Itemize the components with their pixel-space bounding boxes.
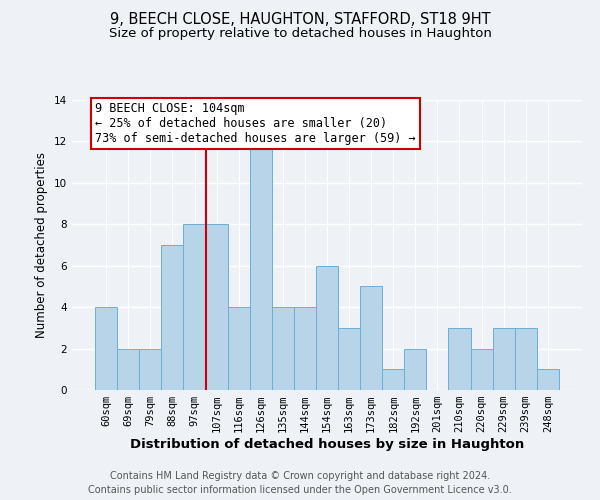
Bar <box>338 328 360 390</box>
X-axis label: Distribution of detached houses by size in Haughton: Distribution of detached houses by size … <box>130 438 524 451</box>
Y-axis label: Number of detached properties: Number of detached properties <box>35 152 49 338</box>
Bar <box>448 328 470 390</box>
Bar <box>515 328 537 390</box>
Bar <box>139 348 161 390</box>
Bar <box>206 224 227 390</box>
Bar <box>227 307 250 390</box>
Bar <box>272 307 294 390</box>
Bar <box>294 307 316 390</box>
Text: Contains HM Land Registry data © Crown copyright and database right 2024.: Contains HM Land Registry data © Crown c… <box>110 471 490 481</box>
Bar <box>184 224 206 390</box>
Text: 9 BEECH CLOSE: 104sqm
← 25% of detached houses are smaller (20)
73% of semi-deta: 9 BEECH CLOSE: 104sqm ← 25% of detached … <box>95 102 416 145</box>
Bar <box>250 142 272 390</box>
Bar <box>404 348 427 390</box>
Bar <box>537 370 559 390</box>
Text: Contains public sector information licensed under the Open Government Licence v3: Contains public sector information licen… <box>88 485 512 495</box>
Bar <box>117 348 139 390</box>
Bar <box>95 307 117 390</box>
Bar <box>161 245 184 390</box>
Bar <box>360 286 382 390</box>
Bar <box>493 328 515 390</box>
Text: Size of property relative to detached houses in Haughton: Size of property relative to detached ho… <box>109 28 491 40</box>
Bar <box>470 348 493 390</box>
Bar <box>316 266 338 390</box>
Text: 9, BEECH CLOSE, HAUGHTON, STAFFORD, ST18 9HT: 9, BEECH CLOSE, HAUGHTON, STAFFORD, ST18… <box>110 12 490 28</box>
Bar <box>382 370 404 390</box>
